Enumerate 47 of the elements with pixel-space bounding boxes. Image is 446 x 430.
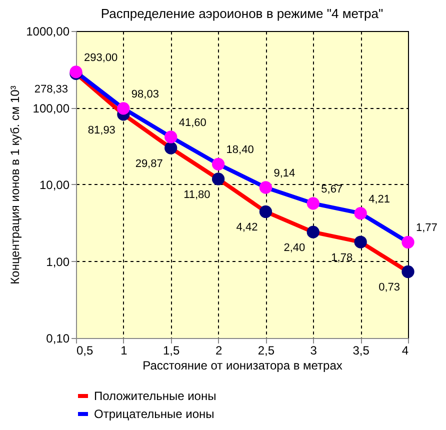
x-tick-label: 2 (215, 344, 222, 358)
data-label: 4,42 (236, 222, 258, 234)
legend-label: Отрицательные ионы (94, 407, 214, 421)
x-tick-label: 3,5 (352, 344, 370, 358)
data-label: 18,40 (226, 144, 254, 156)
x-axis-title: Расстояние от ионизатора в метрах (142, 358, 342, 372)
y-tick-label: 1,00 (46, 254, 70, 269)
data-label: 1,78 (331, 252, 353, 264)
point (164, 142, 178, 154)
data-label: 41,60 (178, 116, 206, 129)
x-tick-label: 2,5 (258, 344, 275, 358)
x-tick-label: 4 (402, 344, 409, 358)
data-label: 81,93 (88, 124, 116, 136)
x-tick-label: 1 (120, 344, 128, 358)
chart-title: Распределение аэроионов в режиме "4 метра" (100, 6, 384, 21)
point (402, 265, 414, 278)
data-label: 11,80 (184, 188, 210, 201)
point (306, 197, 320, 210)
point (402, 236, 414, 249)
y-tick-label: 1000,00 (26, 24, 70, 38)
data-label: 4,21 (368, 193, 390, 206)
point (212, 158, 225, 170)
data-label: 293,00 (84, 52, 118, 64)
point (259, 181, 272, 194)
point (117, 102, 130, 115)
data-label: 278,33 (34, 84, 68, 96)
data-label: 98,03 (131, 88, 159, 100)
point (164, 130, 178, 144)
legend-label: Положительные ионы (94, 389, 216, 403)
point (306, 226, 320, 238)
point (354, 236, 367, 248)
point (354, 207, 367, 220)
x-tick-label: 1,5 (163, 344, 180, 358)
y-axis-title: Концентрация ионов в 1 куб. см 10³ (8, 86, 22, 284)
point (212, 172, 225, 186)
data-label: 29,87 (135, 158, 163, 170)
data-label: 5,67 (321, 183, 343, 196)
data-label: 9,14 (274, 167, 296, 180)
data-label: 2,40 (284, 242, 306, 254)
y-tick-label: 100,00 (32, 101, 70, 116)
x-tick-label: 0,5 (76, 344, 94, 358)
y-tick-label: 0,10 (46, 332, 70, 346)
data-label: 0,73 (378, 282, 400, 294)
point (259, 205, 272, 218)
y-tick-label: 10,00 (39, 178, 70, 192)
data-label: 1,77 (416, 222, 438, 234)
x-tick-label: 3 (310, 344, 318, 358)
